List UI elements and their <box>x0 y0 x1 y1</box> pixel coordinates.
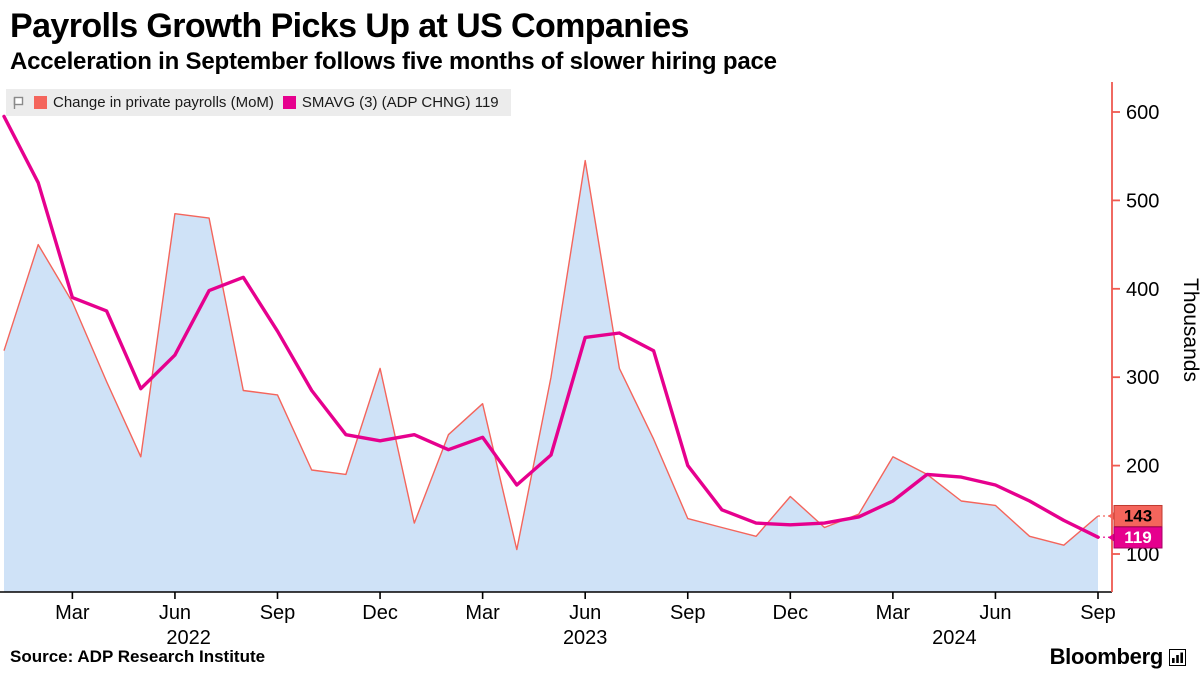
x-tick-label: Mar <box>465 602 500 624</box>
legend-item-smavg[interactable]: SMAVG (3) (ADP CHNG) 119 <box>282 94 499 111</box>
x-tick-label: Sep <box>670 602 706 624</box>
chart-area: 100 200 300 400 500 600 Mar Jun Sep Dec Mar Jun Sep D… <box>0 82 1200 662</box>
payrolls-area-outline <box>3 159 1099 551</box>
payrolls-badge-arrow-icon <box>1108 511 1114 520</box>
year-label: 2024 <box>932 627 977 649</box>
y-tick-label: 300 <box>1126 367 1159 389</box>
source-note: Source: ADP Research Institute <box>10 647 266 666</box>
smavg-value-badge-label: 119 <box>1124 528 1151 547</box>
x-tick-label: Dec <box>773 602 809 624</box>
y-tick-label: 400 <box>1126 279 1159 301</box>
x-tick-label: Jun <box>569 602 601 624</box>
bloomberg-logo: Bloomberg <box>1050 644 1186 670</box>
legend-item-payrolls[interactable]: Change in private payrolls (MoM) <box>34 94 274 111</box>
legend-label-smavg: SMAVG (3) (ADP CHNG) 119 <box>301 94 499 111</box>
smavg-line <box>2 114 1100 539</box>
payrolls-series-swatch-icon <box>34 96 47 109</box>
smavg-badge-arrow-icon <box>1108 533 1114 542</box>
chart-header: Payrolls Growth Picks Up at US Companies… <box>0 0 1200 76</box>
x-tick-label: Dec <box>362 602 398 624</box>
bloomberg-wordmark: Bloomberg <box>1049 644 1164 669</box>
payrolls-area <box>4 160 1098 592</box>
smavg-series-swatch-icon <box>282 96 296 109</box>
payrolls-chart-canvas: 100 200 300 400 500 600 Mar Jun Sep Dec Mar Jun Sep D… <box>0 82 1200 649</box>
x-tick-label: Sep <box>1080 602 1116 624</box>
y-tick-label: 500 <box>1126 190 1159 212</box>
smavg-value-badge <box>1113 526 1163 549</box>
y-axis-title: Thousands <box>1179 278 1200 382</box>
chart-legend: Change in private payrolls (MoM) SMAVG (… <box>6 89 511 116</box>
y-tick-label: 200 <box>1126 456 1159 478</box>
chart-footer: Source: ADP Research Institute Bloomberg <box>0 644 1200 670</box>
year-label: 2022 <box>166 627 211 649</box>
chart-title: Payrolls Growth Picks Up at US Companies <box>10 7 689 45</box>
y-tick-label: 100 <box>1126 544 1159 566</box>
chart-subtitle: Acceleration in September follows five m… <box>10 48 777 76</box>
year-label: 2023 <box>563 627 608 649</box>
x-tick-label: Mar <box>876 602 911 624</box>
x-tick-label: Mar <box>55 602 90 624</box>
legend-flag-icon <box>13 96 25 110</box>
payrolls-value-badge-label: 143 <box>1124 506 1152 525</box>
x-tick-label: Sep <box>260 602 296 624</box>
legend-label-payrolls: Change in private payrolls (MoM) <box>53 94 274 111</box>
x-tick-label: Jun <box>979 602 1011 624</box>
x-tick-label: Jun <box>159 602 191 624</box>
bloomberg-chart-icon <box>1169 648 1186 666</box>
y-tick-label: 600 <box>1126 102 1159 124</box>
